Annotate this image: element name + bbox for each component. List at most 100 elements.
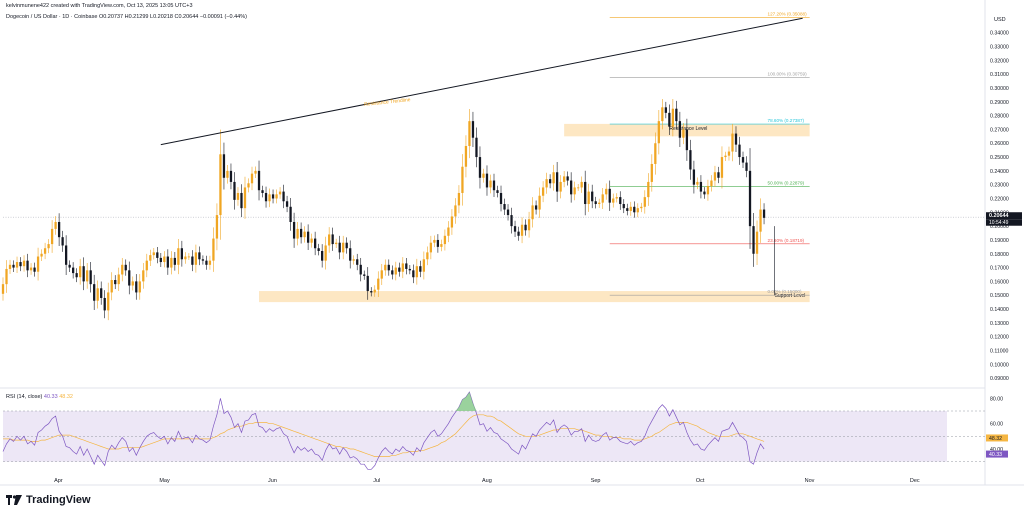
- rsi-tick-label: 80.00: [990, 396, 1003, 402]
- candle: [86, 270, 89, 282]
- candle: [264, 192, 268, 202]
- candle: [282, 191, 285, 202]
- candle: [93, 284, 96, 301]
- candle: [475, 137, 478, 158]
- resistance-trendline: Resistance Trendline: [160, 17, 803, 146]
- resistance-zone-label: Resistance Level: [669, 126, 707, 132]
- candle: [254, 170, 257, 174]
- candle: [650, 163, 653, 182]
- candle: [629, 206, 632, 211]
- candle: [429, 242, 433, 253]
- price-tick-label: 0.32000: [990, 58, 1009, 64]
- candle: [461, 166, 464, 193]
- candle: [548, 179, 552, 184]
- candle: [370, 291, 373, 293]
- candle: [489, 180, 492, 188]
- price-tick-label: 0.29000: [990, 100, 1009, 106]
- candle: [194, 252, 198, 265]
- candle: [664, 107, 667, 113]
- candle: [68, 264, 71, 268]
- candle: [633, 206, 636, 213]
- candle: [72, 267, 75, 274]
- candle: [485, 173, 489, 188]
- candle: [222, 154, 226, 178]
- candle: [50, 228, 54, 245]
- candle: [640, 206, 643, 209]
- symbol-name[interactable]: Dogecoin / US Dollar · 1D · Coinbase: [6, 14, 98, 20]
- candle: [587, 191, 590, 205]
- candle: [454, 205, 457, 217]
- candle: [594, 201, 597, 205]
- fib-label: 78.60% (0.27387): [768, 118, 805, 123]
- rsi-ma-badge-text: 48.32: [989, 436, 1002, 442]
- candle: [464, 146, 468, 167]
- candle: [96, 288, 99, 301]
- candle: [762, 209, 766, 218]
- candle: [198, 252, 201, 260]
- candle: [517, 231, 520, 236]
- candle: [391, 270, 394, 275]
- price-tick-label: 0.10000: [990, 362, 1009, 368]
- tradingview-icon: [6, 495, 22, 505]
- candle: [75, 273, 78, 278]
- brand-name: TradingView: [26, 494, 91, 506]
- candle: [208, 260, 212, 265]
- candle: [412, 270, 415, 278]
- ohlc-readout: O0.20737 H0.21299 L0.20218 C0.20644 −0.0…: [98, 14, 247, 20]
- candle: [296, 228, 299, 239]
- candle: [555, 172, 559, 192]
- rsi-badge-text: 40.33: [989, 452, 1002, 458]
- candle: [745, 162, 748, 171]
- candle: [292, 221, 296, 239]
- candle: [8, 264, 12, 269]
- candle: [426, 252, 429, 260]
- price-tick-label: 0.13000: [990, 321, 1009, 327]
- price-tick-label: 0.14000: [990, 307, 1009, 313]
- rsi-overbought-fill: [455, 392, 477, 411]
- fib-label: 100.00% (0.30759): [768, 71, 808, 76]
- candle: [187, 256, 191, 258]
- candle: [22, 260, 26, 267]
- candle: [591, 191, 594, 202]
- candle: [15, 262, 19, 268]
- zones: Resistance Level Support Level: [259, 123, 810, 303]
- candle: [299, 228, 303, 238]
- candle: [405, 263, 408, 269]
- time-tick-label: Sep: [591, 478, 601, 484]
- candle: [436, 239, 440, 247]
- tradingview-logo[interactable]: TradingView: [6, 493, 91, 507]
- candle: [33, 267, 36, 272]
- price-tick-label: 0.12000: [990, 335, 1009, 341]
- price-tick-label: 0.33000: [990, 45, 1009, 51]
- price-tick-label: 0.17000: [990, 266, 1009, 272]
- candle: [741, 157, 745, 163]
- candle: [755, 231, 759, 254]
- candle: [727, 151, 731, 156]
- candle: [250, 173, 254, 184]
- candle: [121, 264, 124, 275]
- price-axis: USD 0.34000 0.33000 0.32000 0.31000 0.30000 0.…: [986, 17, 1022, 382]
- candle: [191, 256, 194, 265]
- candle: [748, 170, 752, 227]
- candle: [678, 121, 682, 138]
- candle: [622, 204, 625, 209]
- candle: [577, 187, 580, 189]
- candle: [145, 260, 148, 271]
- candle: [566, 176, 569, 181]
- candle: [79, 266, 82, 278]
- candle: [271, 194, 275, 199]
- candle: [419, 266, 422, 272]
- candle: [184, 256, 187, 260]
- candle: [626, 208, 629, 211]
- candle: [720, 157, 724, 178]
- author-line: kelvinmunene422 created with TradingView…: [6, 3, 193, 9]
- candle: [149, 255, 152, 261]
- rsi-label[interactable]: RSI (14, close) 40.33 48.32: [6, 394, 73, 400]
- price-tick-label: 0.25000: [990, 155, 1009, 161]
- candle: [447, 227, 450, 236]
- price-tick-label: 0.28000: [990, 114, 1009, 120]
- candle: [471, 121, 475, 138]
- candle: [394, 267, 397, 275]
- grid: [0, 0, 1024, 486]
